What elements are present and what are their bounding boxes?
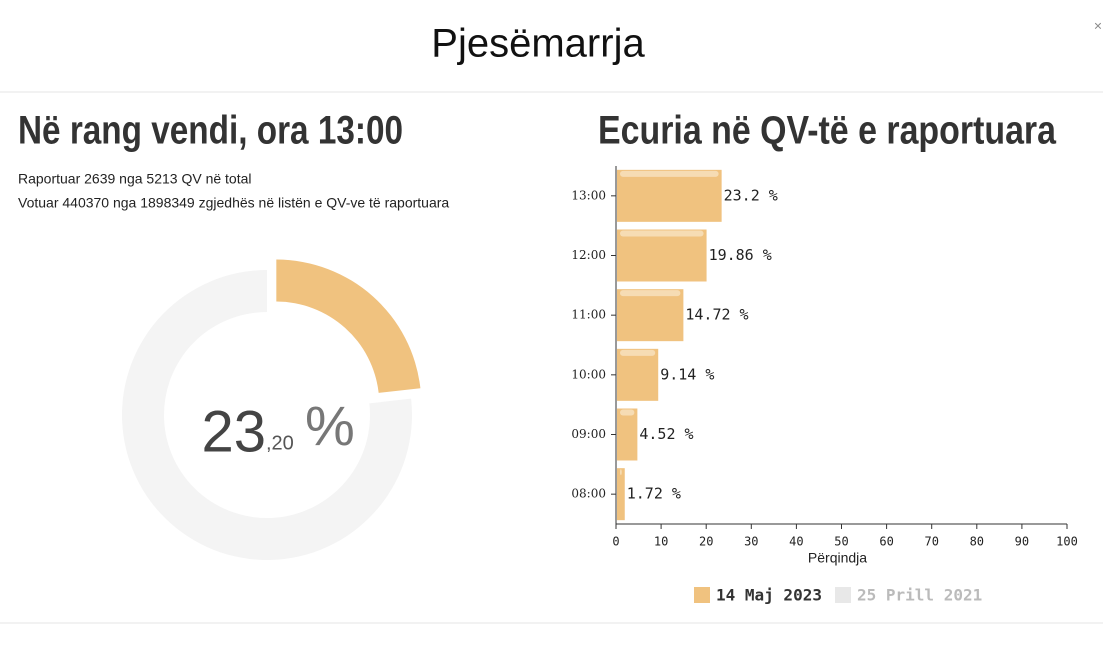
x-tick-label: 60 bbox=[879, 535, 893, 549]
modal-title: Pjesëmarrja bbox=[431, 22, 645, 66]
legend-label: 25 Prill 2021 bbox=[857, 586, 982, 605]
bar bbox=[617, 468, 625, 521]
donut-slice bbox=[276, 259, 421, 393]
y-tick-label: 11:00 bbox=[571, 308, 606, 322]
bar-highlight bbox=[620, 409, 635, 416]
y-tick-label: 09:00 bbox=[571, 427, 606, 441]
y-tick-label: 13:00 bbox=[571, 188, 606, 202]
data-label: 19.86 % bbox=[709, 246, 772, 264]
y-tick-label: 08:00 bbox=[571, 487, 606, 501]
legend-label: 14 Maj 2023 bbox=[716, 586, 822, 605]
bar-highlight bbox=[620, 290, 681, 297]
donut-value-integer: 23 bbox=[201, 399, 266, 464]
x-tick-label: 30 bbox=[744, 535, 758, 549]
data-label: 14.72 % bbox=[685, 306, 748, 324]
legend-swatch bbox=[694, 587, 710, 603]
data-label: 23.2 % bbox=[724, 186, 778, 204]
y-tick-label: 12:00 bbox=[571, 248, 606, 262]
close-button[interactable]: × bbox=[1094, 18, 1102, 34]
bar-highlight bbox=[620, 469, 622, 476]
x-tick-label: 50 bbox=[834, 535, 848, 549]
info-line: Votuar 440370 nga 1898349 zgjedhës në li… bbox=[18, 195, 449, 211]
bar bbox=[617, 348, 659, 401]
data-label: 4.52 % bbox=[639, 425, 693, 443]
data-label: 1.72 % bbox=[627, 485, 681, 503]
donut-value-decimal: ,20 bbox=[266, 432, 294, 454]
donut: 23,20% bbox=[122, 259, 421, 561]
bar bbox=[617, 169, 722, 222]
x-tick-label: 10 bbox=[654, 535, 668, 549]
bar-highlight bbox=[620, 349, 656, 356]
bar-highlight bbox=[620, 230, 704, 237]
x-tick-label: 100 bbox=[1056, 535, 1078, 549]
x-tick-label: 0 bbox=[612, 535, 619, 549]
x-tick-label: 70 bbox=[924, 535, 938, 549]
info-line: Raportuar 2639 nga 5213 QV në total bbox=[18, 171, 252, 187]
x-tick-label: 40 bbox=[789, 535, 803, 549]
x-tick-label: 90 bbox=[1015, 535, 1029, 549]
y-tick-label: 10:00 bbox=[571, 367, 606, 381]
legend-swatch bbox=[835, 587, 851, 603]
chart-title: Ecuria në QV-të e raportuara bbox=[598, 109, 1057, 153]
bar bbox=[617, 229, 707, 282]
x-tick-label: 20 bbox=[699, 535, 713, 549]
section-title: Në rang vendi, ora 13:00 bbox=[18, 109, 403, 153]
donut-unit: % bbox=[305, 394, 355, 457]
x-axis-label: Përqindja bbox=[808, 550, 867, 566]
bar bbox=[617, 289, 684, 342]
data-label: 9.14 % bbox=[660, 365, 714, 383]
x-tick-label: 80 bbox=[970, 535, 984, 549]
bar-chart: 0 10 20 30 40 50 60 70 80 90 100 Përqindja 13:00 23.2… bbox=[571, 166, 1078, 605]
bar-highlight bbox=[620, 170, 719, 177]
bar bbox=[617, 408, 638, 461]
